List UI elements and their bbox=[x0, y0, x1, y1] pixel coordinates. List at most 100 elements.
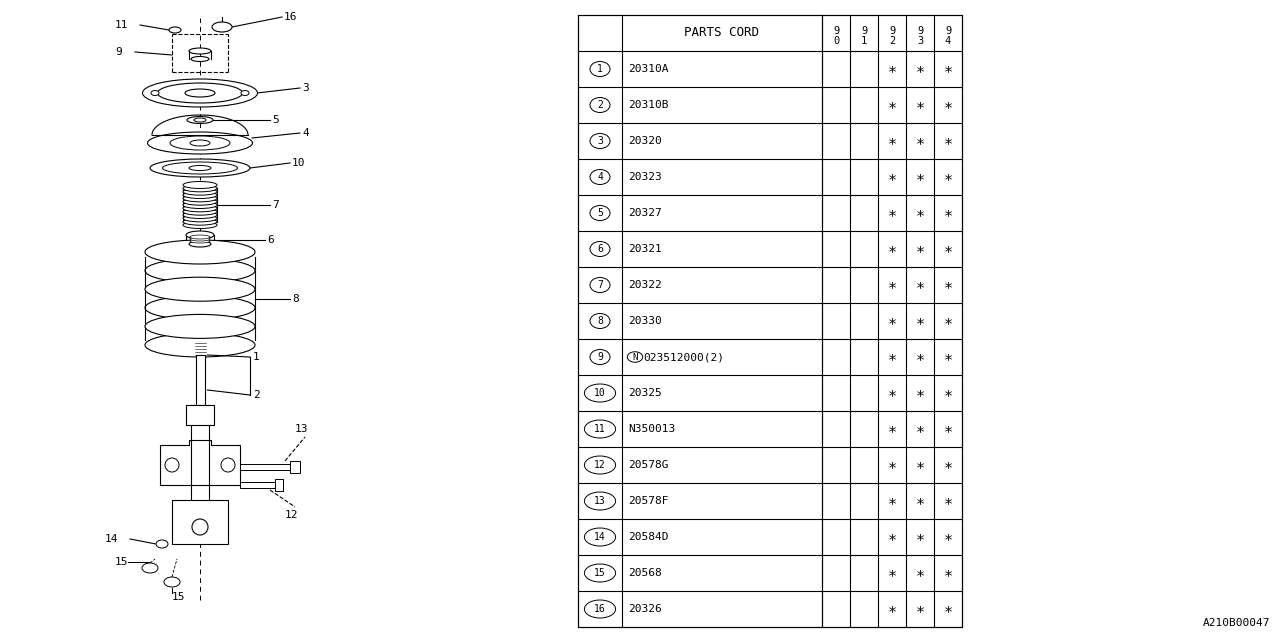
Text: ∗: ∗ bbox=[887, 529, 896, 545]
Text: 4: 4 bbox=[302, 128, 308, 138]
Text: 12: 12 bbox=[285, 510, 298, 520]
Text: ∗: ∗ bbox=[915, 134, 924, 148]
Text: 16: 16 bbox=[594, 604, 605, 614]
Text: 20326: 20326 bbox=[628, 604, 662, 614]
Ellipse shape bbox=[585, 420, 616, 438]
Text: 0: 0 bbox=[833, 36, 840, 46]
Circle shape bbox=[192, 519, 207, 535]
Text: 8: 8 bbox=[596, 316, 603, 326]
Text: ∗: ∗ bbox=[887, 97, 896, 113]
Text: 9: 9 bbox=[833, 26, 840, 36]
Text: 3: 3 bbox=[302, 83, 308, 93]
Bar bbox=[186, 405, 214, 425]
Ellipse shape bbox=[585, 600, 616, 618]
Text: 9: 9 bbox=[861, 26, 867, 36]
Ellipse shape bbox=[183, 208, 218, 215]
Ellipse shape bbox=[590, 61, 611, 77]
Text: ∗: ∗ bbox=[887, 278, 896, 292]
Text: ∗: ∗ bbox=[915, 170, 924, 184]
Text: 20584D: 20584D bbox=[628, 532, 668, 542]
Ellipse shape bbox=[145, 333, 255, 357]
Text: 9: 9 bbox=[945, 26, 951, 36]
Text: 20310A: 20310A bbox=[628, 64, 668, 74]
Ellipse shape bbox=[142, 563, 157, 573]
Text: 20325: 20325 bbox=[628, 388, 662, 398]
Ellipse shape bbox=[189, 237, 210, 241]
Text: 2: 2 bbox=[253, 390, 260, 400]
Ellipse shape bbox=[183, 198, 218, 205]
Text: ∗: ∗ bbox=[915, 97, 924, 113]
Circle shape bbox=[165, 458, 179, 472]
Text: 7: 7 bbox=[273, 200, 279, 210]
Text: 1: 1 bbox=[596, 64, 603, 74]
Text: ∗: ∗ bbox=[887, 566, 896, 580]
Ellipse shape bbox=[241, 90, 250, 95]
Bar bbox=[196, 355, 205, 405]
Ellipse shape bbox=[590, 134, 611, 148]
Ellipse shape bbox=[590, 278, 611, 292]
Text: ∗: ∗ bbox=[915, 205, 924, 221]
Text: 14: 14 bbox=[594, 532, 605, 542]
Text: ∗: ∗ bbox=[887, 205, 896, 221]
Ellipse shape bbox=[590, 241, 611, 257]
Ellipse shape bbox=[189, 140, 210, 146]
Text: ∗: ∗ bbox=[887, 134, 896, 148]
Text: 6: 6 bbox=[596, 244, 603, 254]
Text: ∗: ∗ bbox=[915, 566, 924, 580]
Ellipse shape bbox=[169, 27, 180, 33]
Text: N350013: N350013 bbox=[628, 424, 676, 434]
Text: 4: 4 bbox=[945, 36, 951, 46]
Bar bbox=[172, 500, 228, 544]
Text: ∗: ∗ bbox=[943, 422, 952, 436]
Text: ∗: ∗ bbox=[915, 422, 924, 436]
Text: 20578G: 20578G bbox=[628, 460, 668, 470]
Text: 20321: 20321 bbox=[628, 244, 662, 254]
Text: ∗: ∗ bbox=[915, 241, 924, 257]
Text: PARTS CORD: PARTS CORD bbox=[685, 26, 759, 40]
Text: ∗: ∗ bbox=[943, 529, 952, 545]
Text: 3: 3 bbox=[916, 36, 923, 46]
Ellipse shape bbox=[183, 202, 218, 209]
Text: 6: 6 bbox=[268, 235, 274, 245]
Text: ∗: ∗ bbox=[915, 278, 924, 292]
Ellipse shape bbox=[145, 277, 255, 301]
Text: 20322: 20322 bbox=[628, 280, 662, 290]
Ellipse shape bbox=[142, 79, 257, 107]
Ellipse shape bbox=[183, 205, 218, 212]
Text: 20323: 20323 bbox=[628, 172, 662, 182]
Ellipse shape bbox=[157, 83, 242, 103]
Text: 20578F: 20578F bbox=[628, 496, 668, 506]
Text: ∗: ∗ bbox=[915, 61, 924, 77]
Ellipse shape bbox=[212, 22, 232, 32]
Text: ∗: ∗ bbox=[943, 458, 952, 472]
Bar bbox=[275, 479, 283, 491]
Ellipse shape bbox=[191, 56, 209, 61]
Ellipse shape bbox=[585, 456, 616, 474]
Text: 20568: 20568 bbox=[628, 568, 662, 578]
Text: ∗: ∗ bbox=[943, 278, 952, 292]
Ellipse shape bbox=[585, 528, 616, 546]
Text: ∗: ∗ bbox=[915, 458, 924, 472]
Text: ∗: ∗ bbox=[887, 602, 896, 616]
Text: 3: 3 bbox=[596, 136, 603, 146]
Text: 20327: 20327 bbox=[628, 208, 662, 218]
Text: 16: 16 bbox=[284, 12, 297, 22]
Text: ∗: ∗ bbox=[943, 205, 952, 221]
Ellipse shape bbox=[183, 188, 218, 195]
Text: 2: 2 bbox=[888, 36, 895, 46]
Text: 9: 9 bbox=[916, 26, 923, 36]
Text: 15: 15 bbox=[172, 592, 186, 602]
Ellipse shape bbox=[627, 352, 643, 362]
Ellipse shape bbox=[164, 577, 180, 587]
Ellipse shape bbox=[585, 564, 616, 582]
Text: ∗: ∗ bbox=[887, 422, 896, 436]
Text: 10: 10 bbox=[292, 158, 306, 168]
Text: ∗: ∗ bbox=[915, 314, 924, 328]
Ellipse shape bbox=[189, 235, 210, 239]
Text: ∗: ∗ bbox=[943, 493, 952, 509]
Text: ∗: ∗ bbox=[887, 61, 896, 77]
Ellipse shape bbox=[183, 218, 218, 225]
Text: ∗: ∗ bbox=[943, 61, 952, 77]
Text: 20330: 20330 bbox=[628, 316, 662, 326]
Text: ∗: ∗ bbox=[943, 97, 952, 113]
